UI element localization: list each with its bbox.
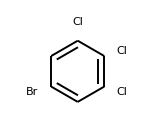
Text: Cl: Cl <box>117 46 128 56</box>
Text: Cl: Cl <box>117 87 128 97</box>
Text: Cl: Cl <box>72 17 83 27</box>
Text: Br: Br <box>26 87 39 97</box>
